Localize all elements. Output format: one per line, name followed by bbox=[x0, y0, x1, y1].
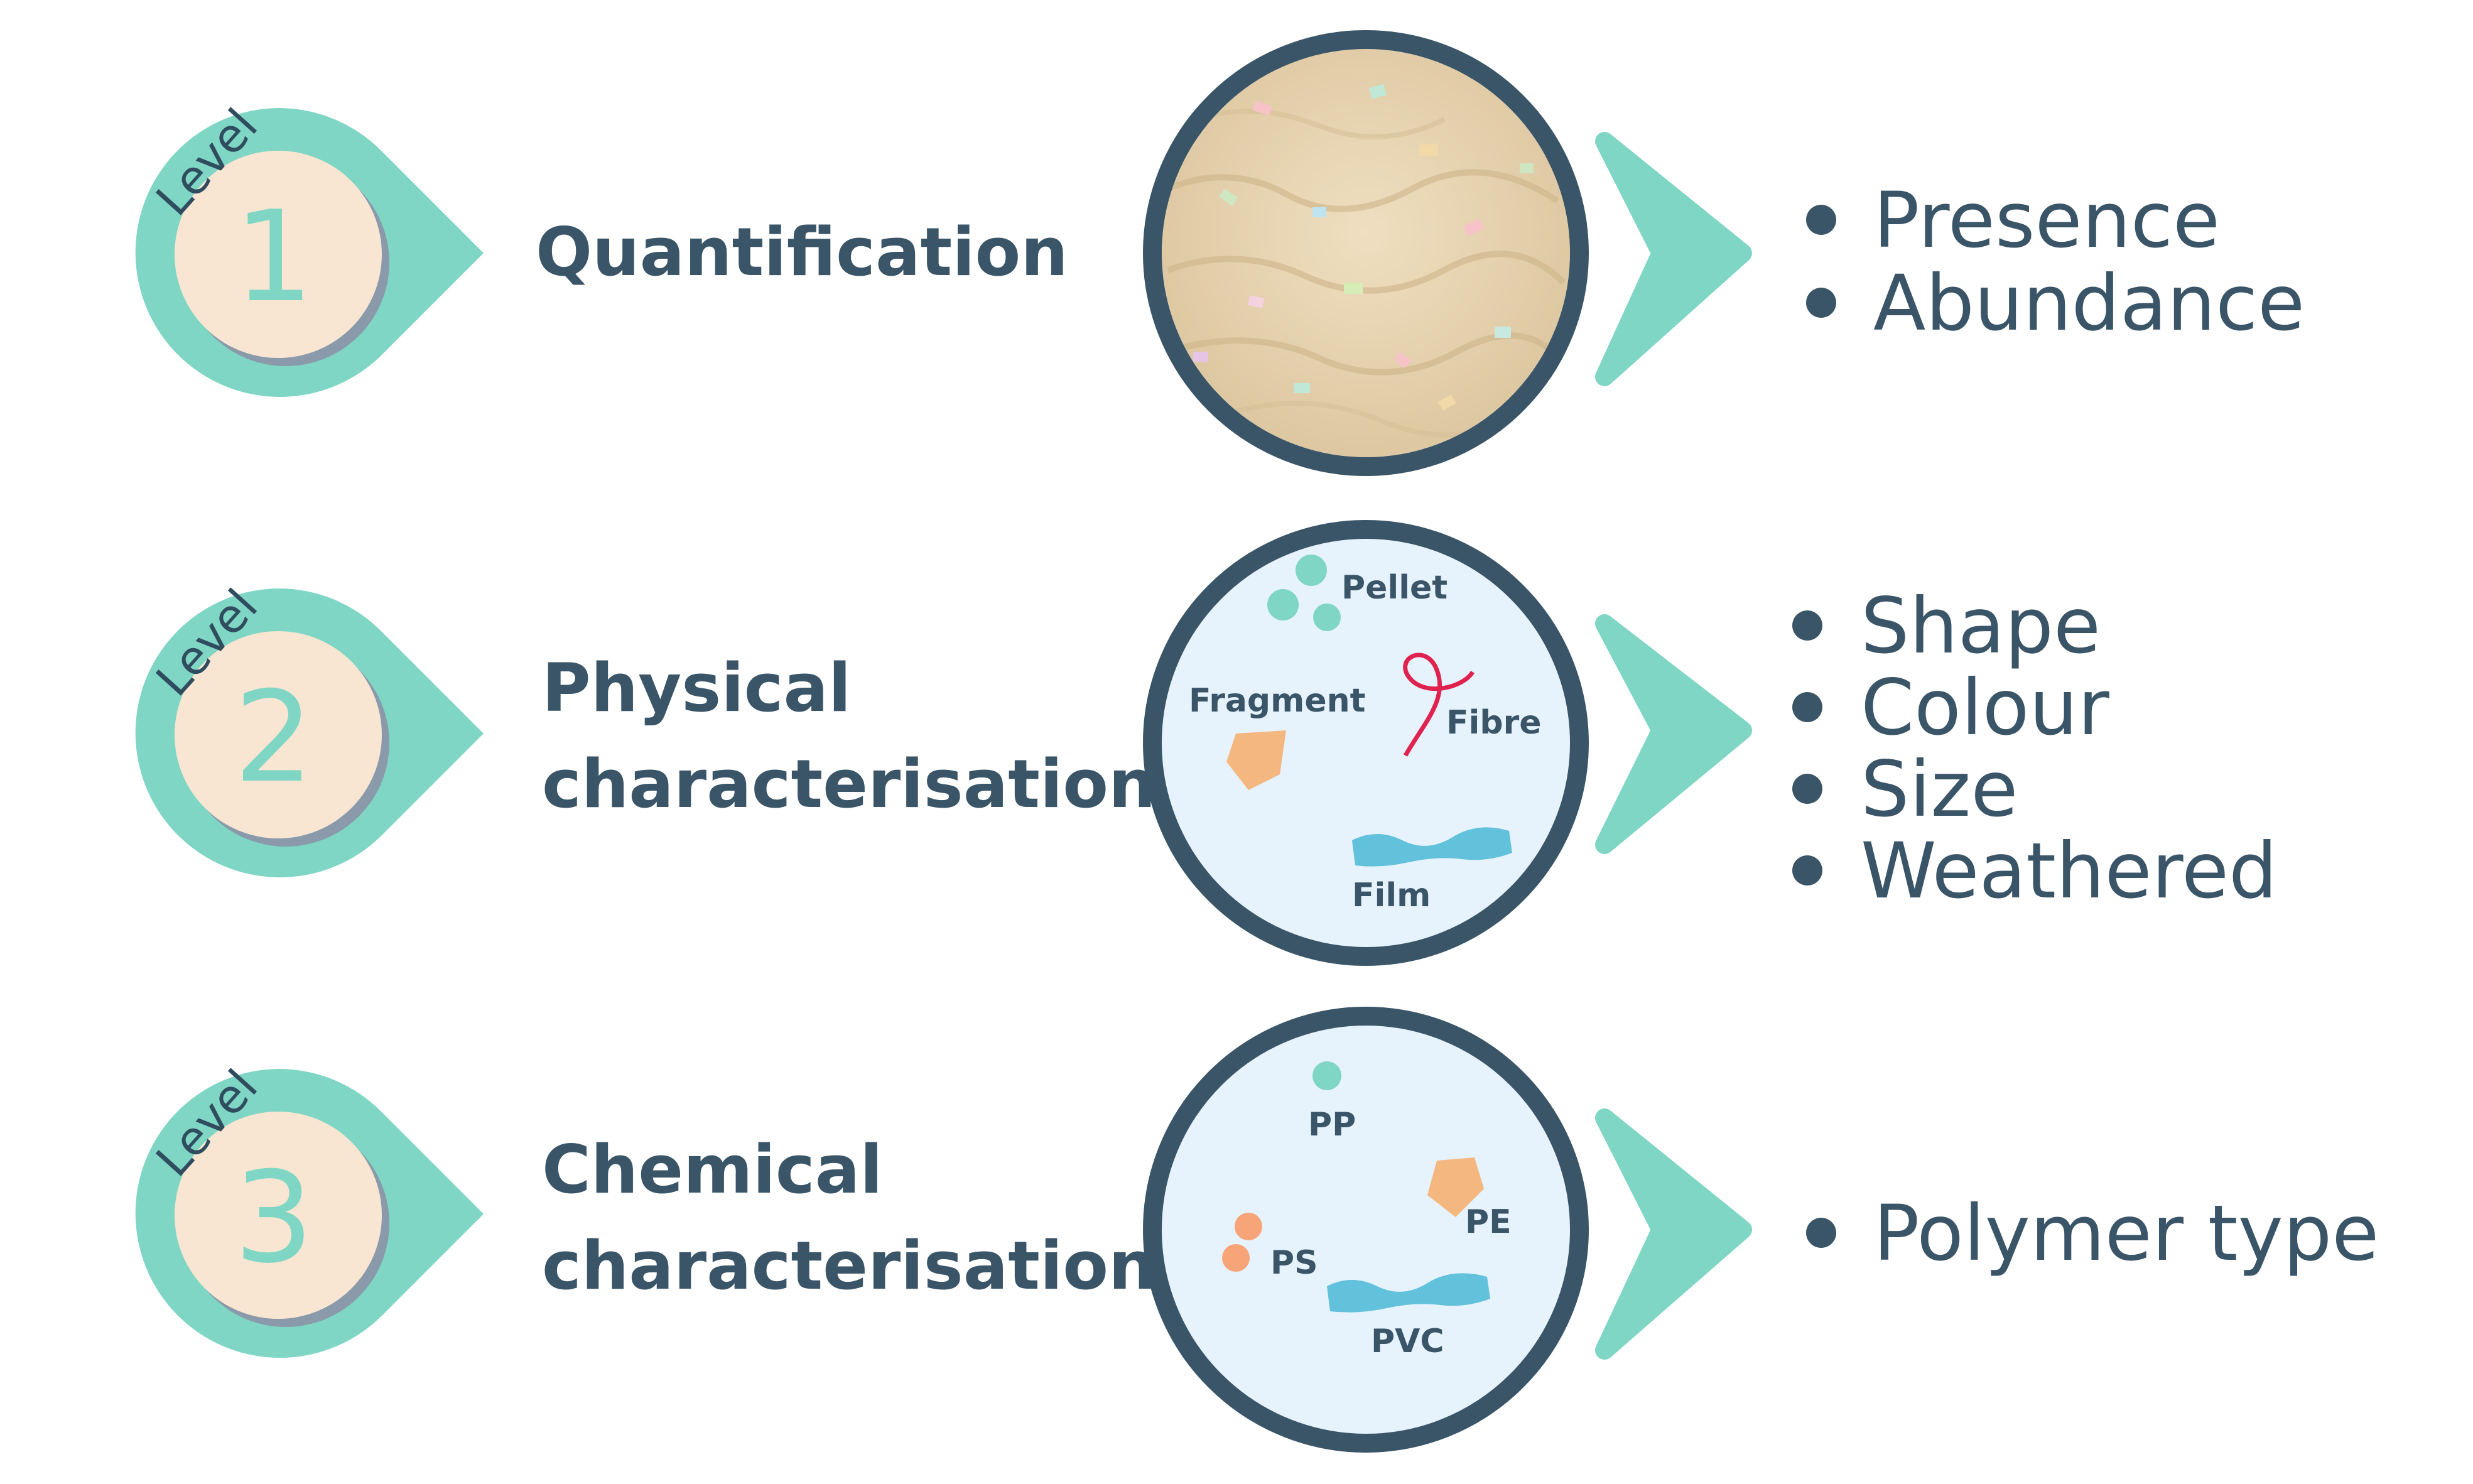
level-2-badge: 2 Level bbox=[135, 579, 484, 877]
level-2-title-line-1: Physical bbox=[542, 649, 851, 727]
level-2-number: 2 bbox=[234, 664, 313, 811]
pp-label: PP bbox=[1308, 1106, 1356, 1144]
pellet-dot bbox=[1313, 604, 1341, 631]
level-3-title-line-2: characterisation bbox=[542, 1227, 1156, 1304]
bullet-colour: Colour bbox=[1861, 663, 2110, 752]
sand-circle bbox=[1143, 30, 1589, 476]
level-1-badge-circle bbox=[175, 151, 382, 358]
pe-group: PE bbox=[1427, 1157, 1512, 1241]
pellet-dot bbox=[1296, 555, 1327, 586]
fibre-shape bbox=[1403, 653, 1475, 757]
bullet-presence: Presence bbox=[1873, 176, 2220, 265]
pp-dot bbox=[1312, 1061, 1341, 1090]
bullet-dot-icon bbox=[1806, 205, 1836, 235]
level-3-number: 3 bbox=[234, 1145, 313, 1291]
bullet-shape: Shape bbox=[1861, 582, 2101, 671]
level-1-bullets: Presence Abundance bbox=[1806, 176, 2305, 348]
bullet-dot-icon bbox=[1806, 288, 1836, 318]
bullet-dot-icon bbox=[1792, 774, 1822, 804]
fragment-label: Fragment bbox=[1189, 682, 1365, 720]
level-3-badge: 3 Level bbox=[135, 1059, 484, 1358]
level-2-title-line-2: characterisation bbox=[542, 745, 1156, 823]
bullet-polymer-type: Polymer type bbox=[1873, 1189, 2379, 1278]
ps-dot bbox=[1235, 1213, 1262, 1240]
sand-texture bbox=[1167, 84, 1566, 438]
fragment-shape bbox=[1226, 730, 1286, 790]
fragment-group: Fragment bbox=[1189, 682, 1365, 790]
level-1-row: 1 Level Quantification bbox=[135, 30, 2305, 476]
ps-group: PS bbox=[1222, 1213, 1318, 1282]
level-1-badge: 1 Level bbox=[135, 99, 484, 397]
chemical-circle: PP PE PS PVC bbox=[1143, 1007, 1589, 1453]
chevron-right-icon bbox=[1595, 132, 1752, 386]
ps-dot bbox=[1222, 1244, 1250, 1272]
chevron-right-icon bbox=[1595, 614, 1752, 854]
level-3-row: 3 Level Chemical characterisation PP PE … bbox=[135, 1007, 2379, 1453]
bullet-weathered: Weathered bbox=[1861, 826, 2278, 916]
level-3-badge-circle bbox=[175, 1112, 382, 1319]
bullet-size: Size bbox=[1861, 745, 2018, 834]
bullet-dot-icon bbox=[1792, 855, 1822, 886]
pellet-group: Pellet bbox=[1267, 555, 1448, 631]
pp-group: PP bbox=[1308, 1061, 1356, 1144]
level-1-title: Quantification bbox=[536, 214, 1068, 291]
film-label: Film bbox=[1352, 877, 1431, 914]
level-3-title-line-1: Chemical bbox=[542, 1131, 883, 1208]
ps-label: PS bbox=[1270, 1244, 1318, 1282]
bullet-dot-icon bbox=[1792, 610, 1822, 641]
pe-label: PE bbox=[1465, 1203, 1512, 1241]
level-3-bullets: Polymer type bbox=[1806, 1189, 2379, 1278]
bullet-dot-icon bbox=[1806, 1218, 1836, 1248]
level-2-badge-circle bbox=[175, 631, 382, 838]
pe-shape bbox=[1427, 1157, 1484, 1217]
pvc-label: PVC bbox=[1371, 1323, 1444, 1360]
pvc-shape bbox=[1327, 1273, 1490, 1313]
fibre-group: Fibre bbox=[1403, 653, 1541, 757]
level-2-row: 2 Level Physical characterisation Pellet… bbox=[135, 520, 2278, 966]
film-group: Film bbox=[1352, 827, 1512, 914]
film-shape bbox=[1352, 827, 1512, 867]
level-1-number: 1 bbox=[234, 184, 313, 330]
pellet-label: Pellet bbox=[1341, 569, 1448, 607]
bullet-dot-icon bbox=[1792, 692, 1822, 722]
sand-circle-border bbox=[1143, 30, 1589, 476]
bullet-abundance: Abundance bbox=[1873, 259, 2305, 348]
level-2-bullets: Shape Colour Size Weathered bbox=[1792, 582, 2278, 916]
chevron-right-icon bbox=[1595, 1108, 1752, 1360]
pellet-dot bbox=[1267, 589, 1299, 620]
fibre-label: Fibre bbox=[1446, 704, 1541, 742]
pvc-group: PVC bbox=[1327, 1273, 1490, 1360]
physical-circle: Pellet Fragment Fibre Film bbox=[1143, 520, 1589, 966]
